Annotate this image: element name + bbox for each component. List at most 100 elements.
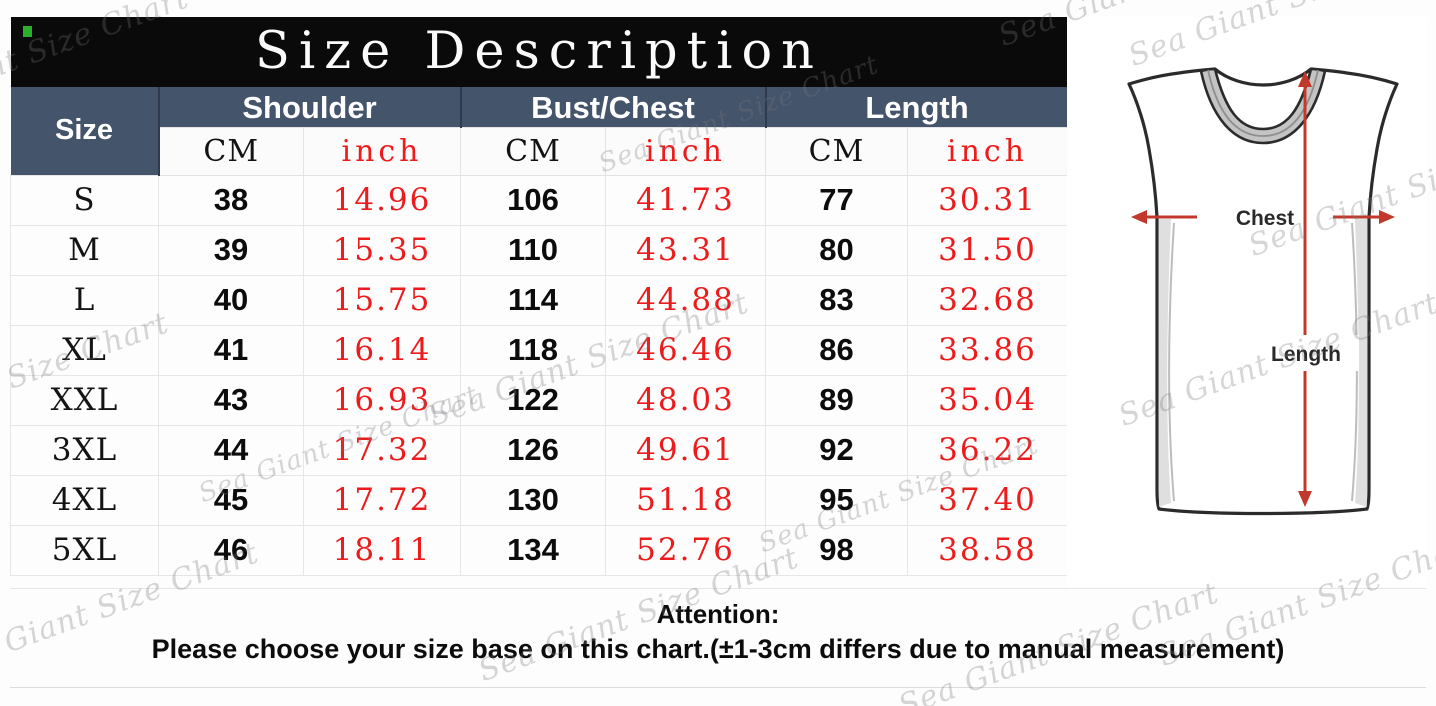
cell-value: 98 xyxy=(819,532,854,567)
bust-inch-cell: 46.46 xyxy=(605,324,766,376)
unit-shoulder-cm: CM xyxy=(158,126,304,176)
cell-value: 44 xyxy=(213,432,249,467)
garment-left-shading xyxy=(1159,219,1171,507)
unit-length-inch: inch xyxy=(906,126,1069,176)
cell-value: 40 xyxy=(213,282,249,317)
cell-value: 37.40 xyxy=(938,482,1037,518)
shoulder-cm-cell: 43 xyxy=(158,374,304,426)
attention-body: Please choose your size base on this cha… xyxy=(151,634,1285,664)
size-cell: L xyxy=(10,274,159,326)
shoulder-cm-cell: 38 xyxy=(158,174,304,226)
chest-measure-arrow: Chest xyxy=(1131,201,1395,234)
cell-value: L xyxy=(73,282,96,318)
length-inch-cell: 30.31 xyxy=(906,174,1069,226)
bust-cm-cell: 134 xyxy=(460,524,606,576)
garment-left-crease xyxy=(1168,222,1175,502)
cell-value: 36.22 xyxy=(938,432,1037,468)
cell-value: 46 xyxy=(213,532,249,567)
table-row: XXL 43 16.93 122 48.03 89 35.04 xyxy=(10,374,1069,426)
shoulder-inch-cell: 16.93 xyxy=(303,374,461,426)
cell-value: S xyxy=(73,182,96,218)
size-cell: XXL xyxy=(10,374,159,426)
cell-value: XXL xyxy=(50,382,119,418)
size-cell: S xyxy=(10,174,159,226)
cell-value: 18.11 xyxy=(332,532,432,568)
attention-heading: Attention: xyxy=(656,599,780,629)
length-inch-cell: 32.68 xyxy=(906,274,1069,326)
length-measure-arrow: Length xyxy=(1253,71,1359,507)
length-cm-cell: 92 xyxy=(765,424,908,476)
unit-header-row: CM inch CM inch CM inch xyxy=(11,126,1069,176)
bust-cm-cell: 130 xyxy=(460,474,606,526)
cell-value: 5XL xyxy=(51,532,118,568)
header-label-size: Size xyxy=(54,114,114,147)
cell-value: 33.86 xyxy=(938,332,1037,368)
title-banner-cell: Size Description xyxy=(10,17,1068,87)
cell-value: 77 xyxy=(819,182,854,217)
cell-value: 44.88 xyxy=(636,282,735,318)
header-cell-bust-chest: Bust/Chest xyxy=(460,87,767,127)
cell-value: 43 xyxy=(213,382,249,417)
collar-band xyxy=(1199,67,1327,145)
shoulder-cm-cell: 41 xyxy=(158,324,304,376)
header-cell-shoulder: Shoulder xyxy=(158,87,462,127)
cell-value: 43.31 xyxy=(636,232,735,268)
shoulder-cm-cell: 39 xyxy=(158,224,304,276)
cell-value: 48.03 xyxy=(636,382,735,418)
shoulder-cm-cell: 45 xyxy=(158,474,304,526)
cell-value: 15.75 xyxy=(332,282,432,318)
cell-value: 86 xyxy=(819,332,854,367)
unit-bust-inch: inch xyxy=(605,126,766,176)
shoulder-inch-cell: 17.32 xyxy=(303,424,461,476)
length-inch-cell: 31.50 xyxy=(906,224,1069,276)
table-row: M 39 15.35 110 43.31 80 31.50 xyxy=(10,224,1069,276)
length-cm-cell: 77 xyxy=(765,174,908,226)
cell-value: 39 xyxy=(213,232,249,267)
table-head: Size Description Size Shoulder Bust/Ches… xyxy=(10,17,1069,176)
table-row: 5XL 46 18.11 134 52.76 98 38.58 xyxy=(10,524,1069,576)
length-cm-cell: 86 xyxy=(765,324,908,376)
bust-inch-cell: 49.61 xyxy=(605,424,766,476)
cell-value: 126 xyxy=(507,432,559,467)
length-cm-cell: 95 xyxy=(765,474,908,526)
size-cell: 3XL xyxy=(10,424,159,476)
cell-value: M xyxy=(68,232,101,268)
cell-value: 83 xyxy=(819,282,854,317)
cell-value: 46.46 xyxy=(636,332,735,368)
cell-value: 45 xyxy=(213,482,249,517)
unit-length-cm: CM xyxy=(765,126,908,176)
bust-inch-cell: 51.18 xyxy=(605,474,766,526)
header-cell-length: Length xyxy=(765,87,1068,127)
bust-inch-cell: 41.73 xyxy=(605,174,766,226)
shoulder-inch-cell: 15.35 xyxy=(303,224,461,276)
cell-value: 52.76 xyxy=(636,532,735,568)
length-inch-cell: 37.40 xyxy=(906,474,1069,526)
table-row: 3XL 44 17.32 126 49.61 92 36.22 xyxy=(10,424,1069,476)
shoulder-cm-cell: 46 xyxy=(158,524,304,576)
green-speck-artifact xyxy=(22,26,32,37)
garment-diagram: Chest Length xyxy=(1067,17,1427,587)
shoulder-inch-cell: 17.72 xyxy=(303,474,461,526)
unit-label: CM xyxy=(203,133,260,169)
header-label-bust-chest: Bust/Chest xyxy=(531,90,695,126)
cell-value: 130 xyxy=(507,482,559,517)
cell-value: 3XL xyxy=(51,432,118,468)
cell-value: 106 xyxy=(507,182,559,217)
cell-value: 41.73 xyxy=(636,182,735,218)
bust-inch-cell: 48.03 xyxy=(605,374,766,426)
table-row: L 40 15.75 114 44.88 83 32.68 xyxy=(10,274,1069,326)
cell-value: 51.18 xyxy=(636,482,735,518)
cell-value: XL xyxy=(62,332,107,368)
length-inch-cell: 36.22 xyxy=(906,424,1069,476)
size-cell: M xyxy=(10,224,159,276)
cell-value: 16.14 xyxy=(332,332,432,368)
header-label-shoulder: Shoulder xyxy=(242,90,377,126)
size-cell: 5XL xyxy=(10,524,159,576)
shoulder-inch-cell: 14.96 xyxy=(303,174,461,226)
cell-value: 118 xyxy=(507,332,558,367)
cell-value: 15.35 xyxy=(332,232,432,268)
length-inch-cell: 33.86 xyxy=(906,324,1069,376)
cell-value: 35.04 xyxy=(938,382,1037,418)
title-banner-row: Size Description xyxy=(10,17,1068,87)
